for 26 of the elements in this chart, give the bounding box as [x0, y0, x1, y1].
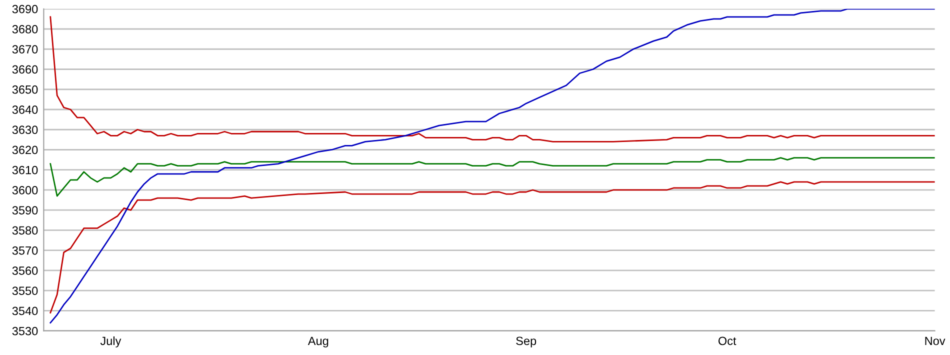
y-tick-label: 3670	[12, 45, 38, 54]
x-tick-label: Aug	[308, 336, 328, 348]
y-tick-label: 3660	[12, 65, 38, 74]
y-tick-label: 3530	[12, 326, 38, 336]
x-tick-label: July	[100, 336, 122, 348]
x-tick-label: Sep	[516, 336, 536, 348]
x-tick-label: Nov	[925, 336, 946, 346]
y-tick-label: 3650	[12, 85, 38, 94]
y-tick-label: 3600	[12, 186, 38, 194]
y-tick-label: 3550	[12, 286, 38, 296]
y-tick-label: 3570	[12, 246, 38, 255]
y-tick-label: 3560	[12, 266, 38, 275]
y-tick-label: 3690	[12, 4, 38, 14]
line-series	[50, 157, 935, 197]
y-tick-label: 3680	[12, 25, 38, 34]
y-tick-label: 3630	[12, 126, 38, 134]
y-tick-label: 3580	[12, 226, 38, 235]
y-tick-label: 3640	[12, 106, 38, 114]
y-tick-label: 3590	[12, 206, 38, 215]
y-tick-label: 3610	[12, 166, 38, 174]
x-tick-label: Oct	[718, 336, 736, 346]
line-series	[50, 16, 935, 142]
y-tick-label: 3540	[12, 306, 38, 316]
line-series	[50, 8, 935, 324]
y-tick-label: 3620	[12, 146, 38, 154]
line-series	[50, 181, 935, 314]
